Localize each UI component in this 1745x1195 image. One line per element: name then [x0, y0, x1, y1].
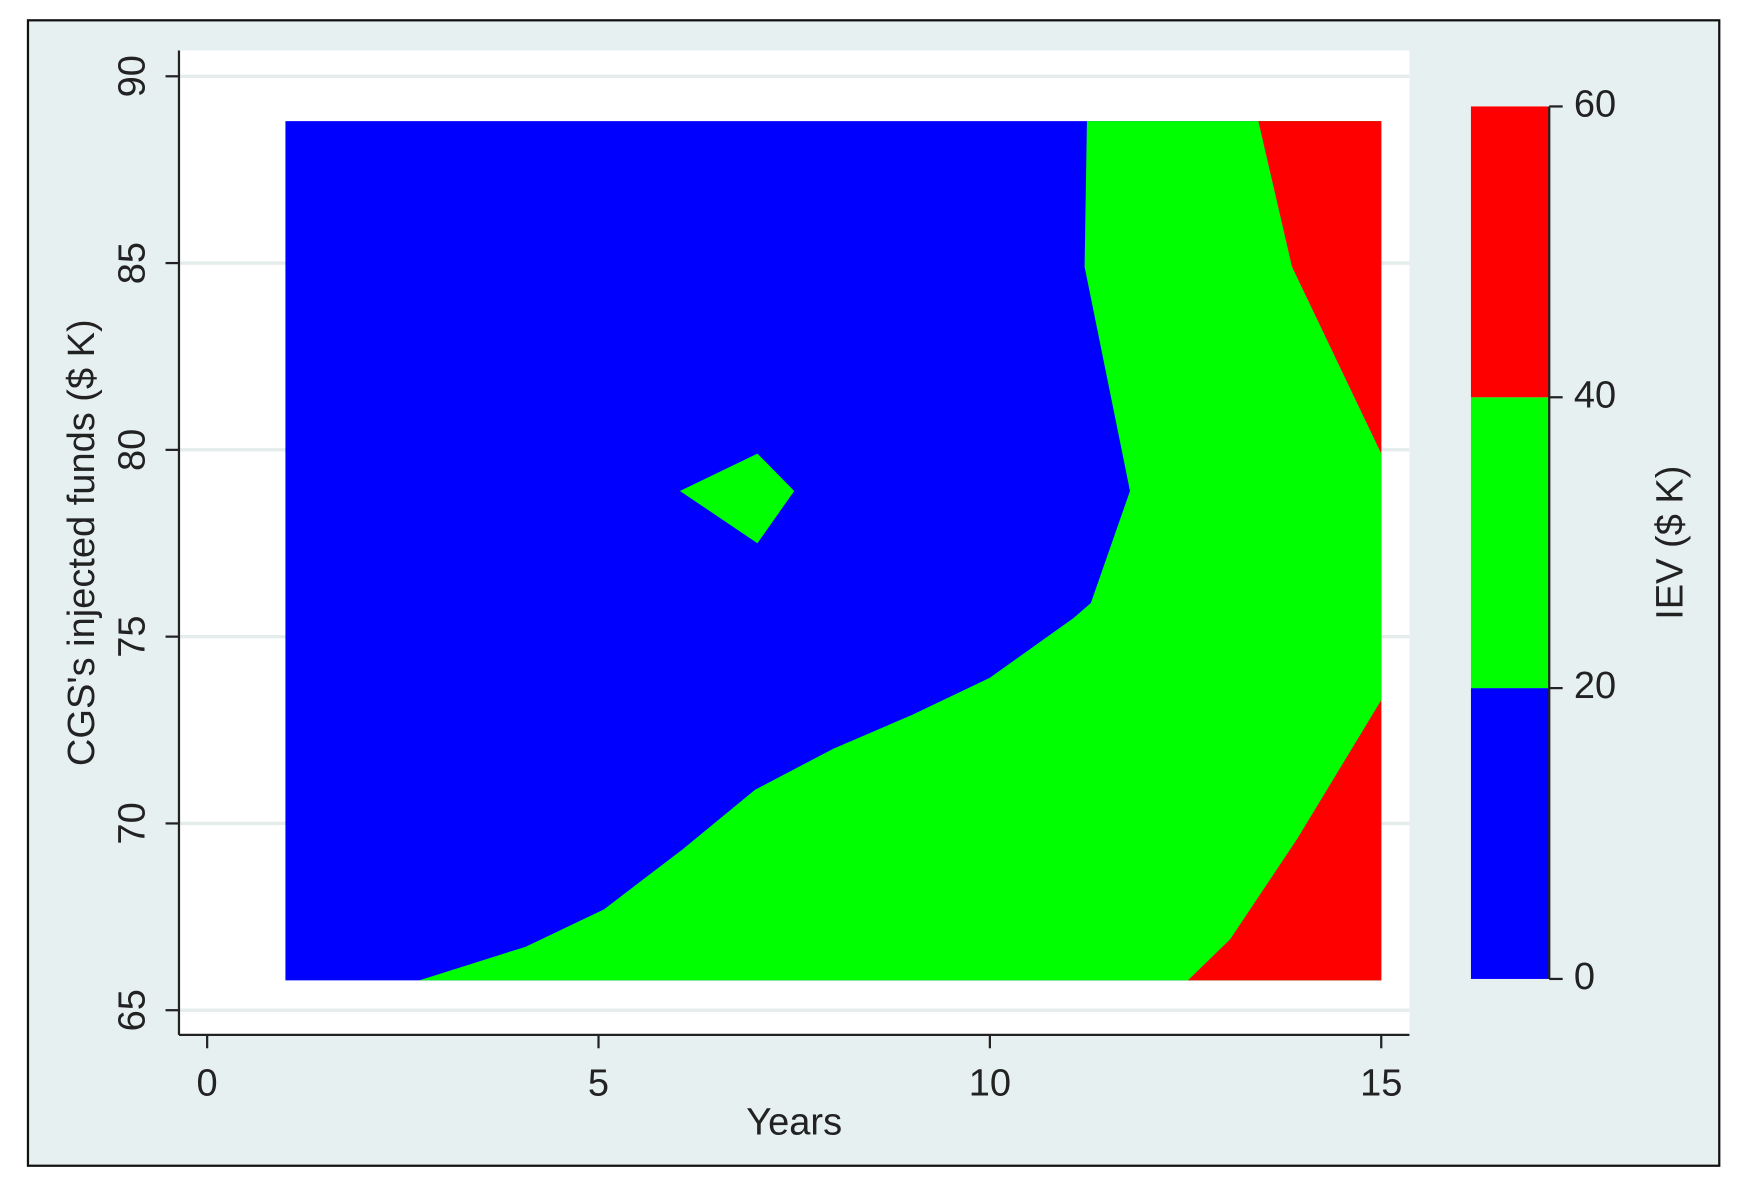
y-tick-label: 70	[111, 802, 153, 844]
y-tick-label: 75	[111, 615, 153, 657]
y-tick-label: 80	[111, 429, 153, 471]
colorbar-tick-label: 40	[1574, 374, 1616, 416]
contour-region	[1258, 121, 1382, 454]
y-axis-label: CGS's injected funds ($ K)	[61, 319, 103, 766]
contour-region	[419, 121, 1382, 981]
colorbar-band	[1470, 397, 1550, 689]
colorbar-band	[1470, 106, 1550, 398]
colorbar-tick-label: 0	[1574, 956, 1595, 998]
x-tick-label: 15	[1360, 1062, 1402, 1104]
colorbar-tick-label: 20	[1574, 665, 1616, 707]
colorbar-label: IEV ($ K)	[1649, 466, 1691, 620]
y-tick-label: 85	[111, 242, 153, 284]
x-tick-label: 10	[969, 1062, 1011, 1104]
x-axis-label: Years	[746, 1101, 842, 1143]
contour-region	[1187, 700, 1382, 981]
y-tick-label: 90	[111, 55, 153, 97]
x-tick-label: 0	[197, 1062, 218, 1104]
x-tick-label: 5	[588, 1062, 609, 1104]
y-tick-label: 65	[111, 989, 153, 1031]
contour-region	[679, 453, 795, 544]
colorbar-tick-label: 60	[1574, 83, 1616, 125]
axes: 65 70 75 80 85 90 0 5 10 15	[111, 50, 1410, 1104]
colorbar-band	[1470, 688, 1550, 979]
contour-regions	[285, 121, 1382, 981]
